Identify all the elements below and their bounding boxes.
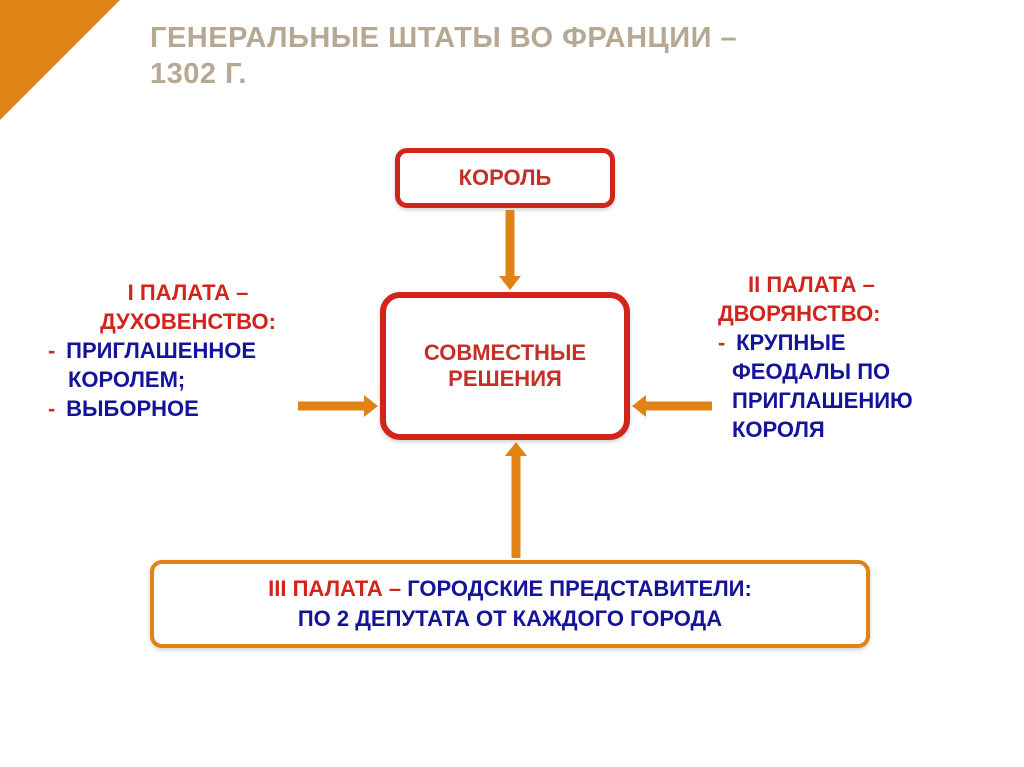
title-line-2: 1302 Г. bbox=[150, 56, 910, 92]
node-center: СОВМЕСТНЫЕ РЕШЕНИЯ bbox=[380, 292, 630, 440]
node-bottom-line1-a: III ПАЛАТА – bbox=[268, 576, 407, 601]
title-line-1: ГЕНЕРАЛЬНЫЕ ШТАТЫ ВО ФРАНЦИИ – bbox=[150, 20, 910, 56]
arrow-bottom-to-center bbox=[505, 442, 527, 558]
node-center-label: СОВМЕСТНЫЕ РЕШЕНИЯ bbox=[424, 340, 586, 392]
node-center-l2: РЕШЕНИЯ bbox=[424, 366, 586, 392]
node-bottom-line1: III ПАЛАТА – ГОРОДСКИЕ ПРЕДСТАВИТЕЛИ: bbox=[268, 574, 752, 604]
node-king-label: КОРОЛЬ bbox=[459, 165, 552, 191]
slide-title: ГЕНЕРАЛЬНЫЕ ШТАТЫ ВО ФРАНЦИИ – 1302 Г. bbox=[150, 20, 910, 93]
arrow-king-to-center bbox=[499, 210, 521, 290]
node-chamber-2: II ПАЛАТА –ДВОРЯНСТВО:- КРУПНЫЕФЕОДАЛЫ П… bbox=[718, 270, 1008, 444]
node-bottom-line2: ПО 2 ДЕПУТАТА ОТ КАЖДОГО ГОРОДА bbox=[268, 604, 752, 634]
node-king: КОРОЛЬ bbox=[395, 148, 615, 208]
node-bottom-text: III ПАЛАТА – ГОРОДСКИЕ ПРЕДСТАВИТЕЛИ: ПО… bbox=[268, 574, 752, 633]
arrow-left-to-center bbox=[298, 395, 378, 417]
node-bottom-line1-b: ГОРОДСКИЕ ПРЕДСТАВИТЕЛИ: bbox=[407, 576, 752, 601]
arrow-right-to-center bbox=[632, 395, 712, 417]
corner-accent bbox=[0, 0, 120, 120]
node-center-l1: СОВМЕСТНЫЕ bbox=[424, 340, 586, 366]
node-chamber-3: III ПАЛАТА – ГОРОДСКИЕ ПРЕДСТАВИТЕЛИ: ПО… bbox=[150, 560, 870, 648]
node-chamber-1: I ПАЛАТА –ДУХОВЕНСТВО:- ПРИГЛАШЕННОЕКОРО… bbox=[48, 278, 328, 423]
